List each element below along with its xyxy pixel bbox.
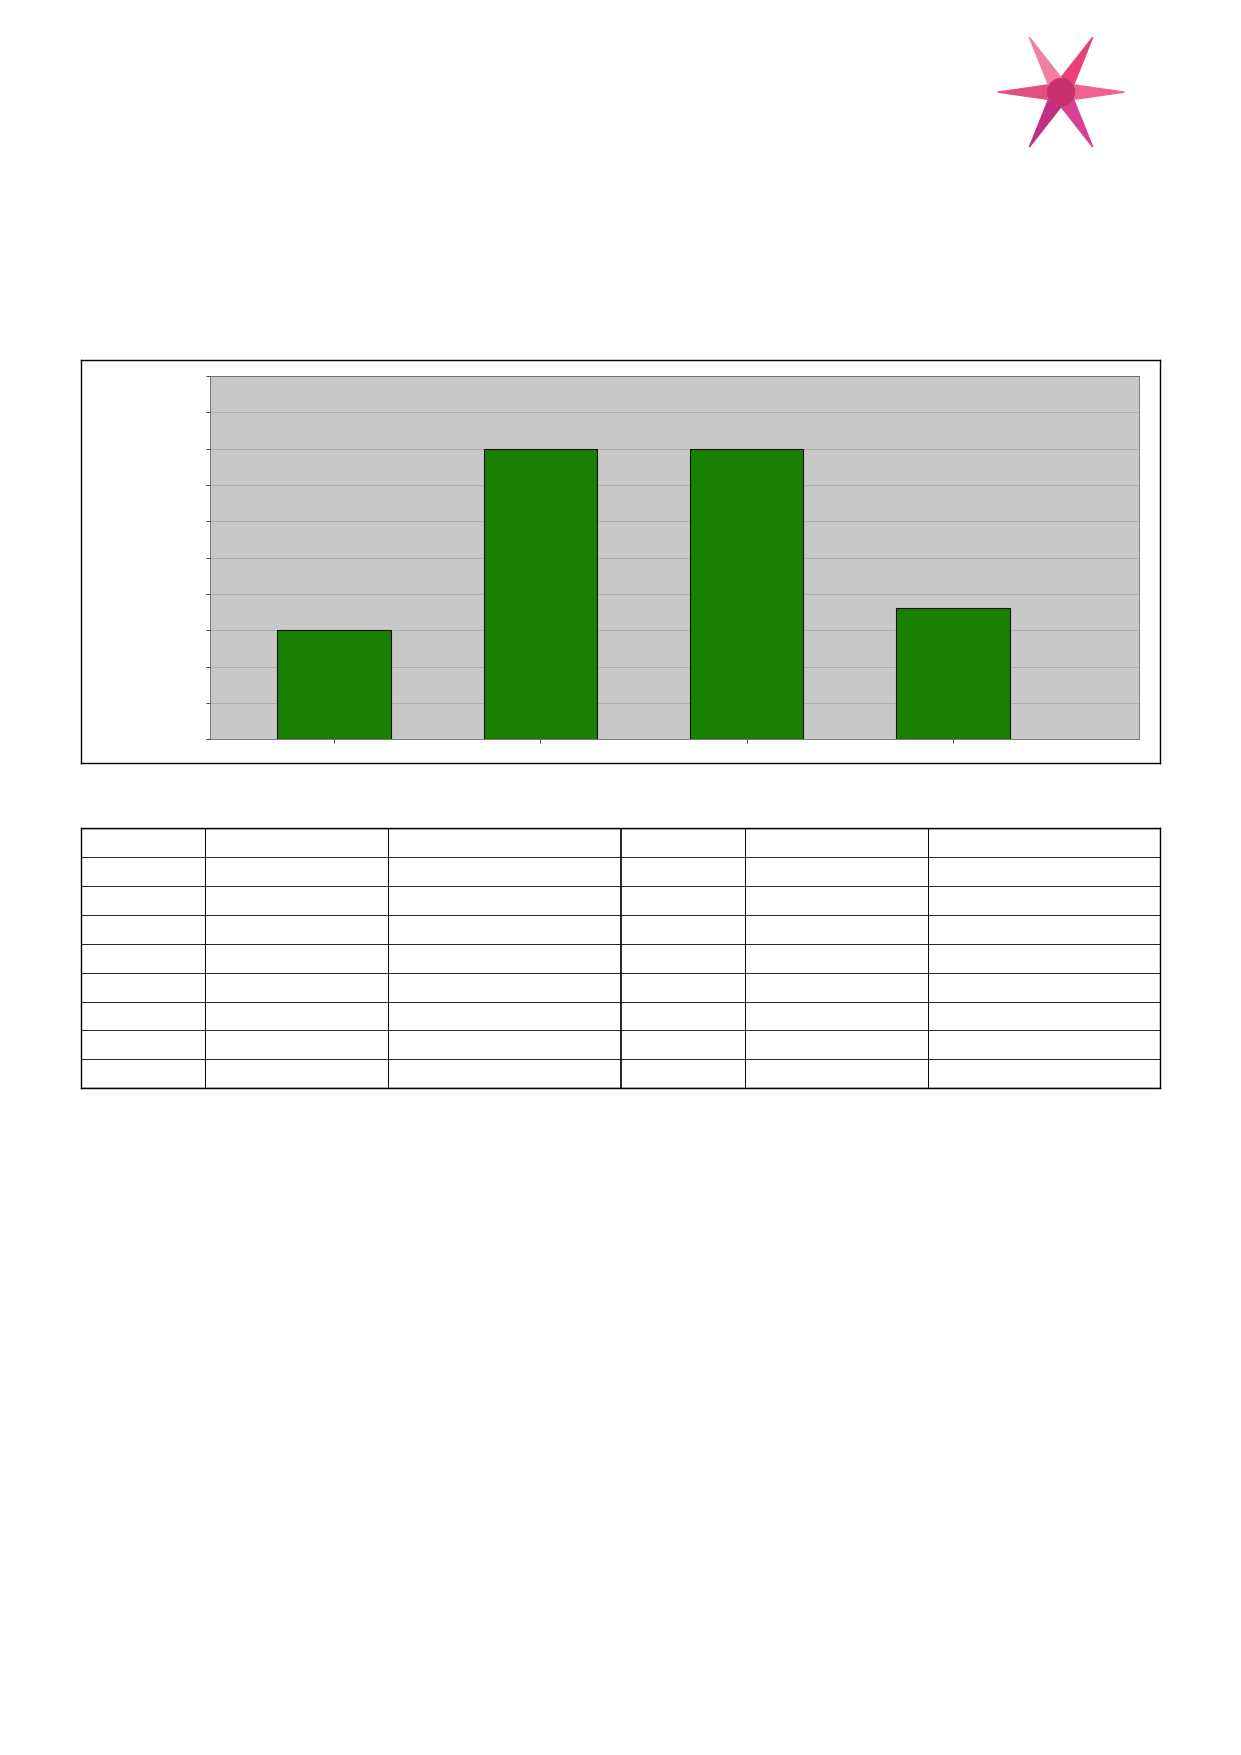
Polygon shape [1047, 37, 1093, 105]
Polygon shape [1047, 79, 1093, 147]
Polygon shape [998, 82, 1071, 102]
Circle shape [1047, 79, 1075, 105]
Bar [277, 630, 391, 739]
Polygon shape [1029, 79, 1075, 147]
Bar [484, 449, 597, 739]
Bar [690, 449, 803, 739]
Bar [896, 609, 1010, 739]
Polygon shape [1051, 82, 1124, 102]
Polygon shape [1029, 37, 1075, 105]
